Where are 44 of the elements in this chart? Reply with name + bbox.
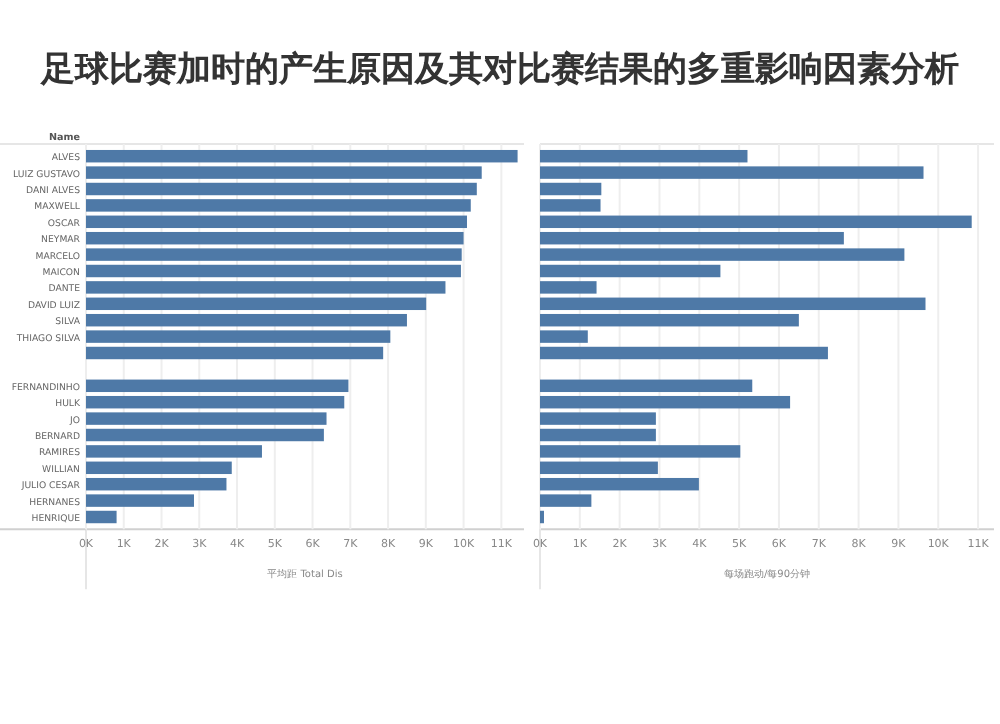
- bar: [86, 379, 349, 393]
- bar: [540, 182, 602, 196]
- bar: [540, 428, 656, 442]
- bar: [540, 231, 844, 245]
- bar: [540, 166, 924, 179]
- bar: [86, 166, 482, 179]
- bar: [86, 477, 227, 491]
- bar: [540, 461, 658, 475]
- bar: [540, 149, 748, 163]
- bar: [86, 215, 467, 229]
- bar: [540, 412, 656, 425]
- bar: [86, 149, 518, 163]
- bar: [540, 313, 799, 327]
- bar: [540, 248, 905, 261]
- bar: [540, 445, 741, 458]
- bar: [86, 346, 384, 360]
- bar: [86, 313, 407, 327]
- bar: [86, 182, 477, 196]
- bar: [540, 494, 592, 507]
- bar: [540, 199, 601, 212]
- bar: [86, 510, 117, 524]
- bar: [540, 395, 791, 409]
- bar: [86, 461, 232, 475]
- bar: [540, 477, 699, 491]
- bar: [86, 428, 324, 442]
- bar: [86, 445, 262, 458]
- bar: [86, 412, 327, 425]
- bar: [86, 330, 391, 343]
- bar: [540, 297, 926, 311]
- bar: [540, 346, 828, 360]
- bar: [540, 264, 721, 278]
- bar: [86, 231, 464, 245]
- bar: [86, 281, 446, 294]
- bar: [540, 215, 972, 229]
- bar: [540, 281, 597, 294]
- bar: [86, 199, 471, 212]
- bar: [540, 330, 588, 343]
- bar: [86, 264, 461, 278]
- bar: [540, 379, 753, 393]
- bar: [86, 297, 427, 311]
- chart-title: 足球比赛加时的产生原因及其对比赛结果的多重影响因素分析: [39, 50, 959, 90]
- bar: [86, 494, 194, 507]
- bar: [86, 248, 462, 261]
- bar: [86, 395, 345, 409]
